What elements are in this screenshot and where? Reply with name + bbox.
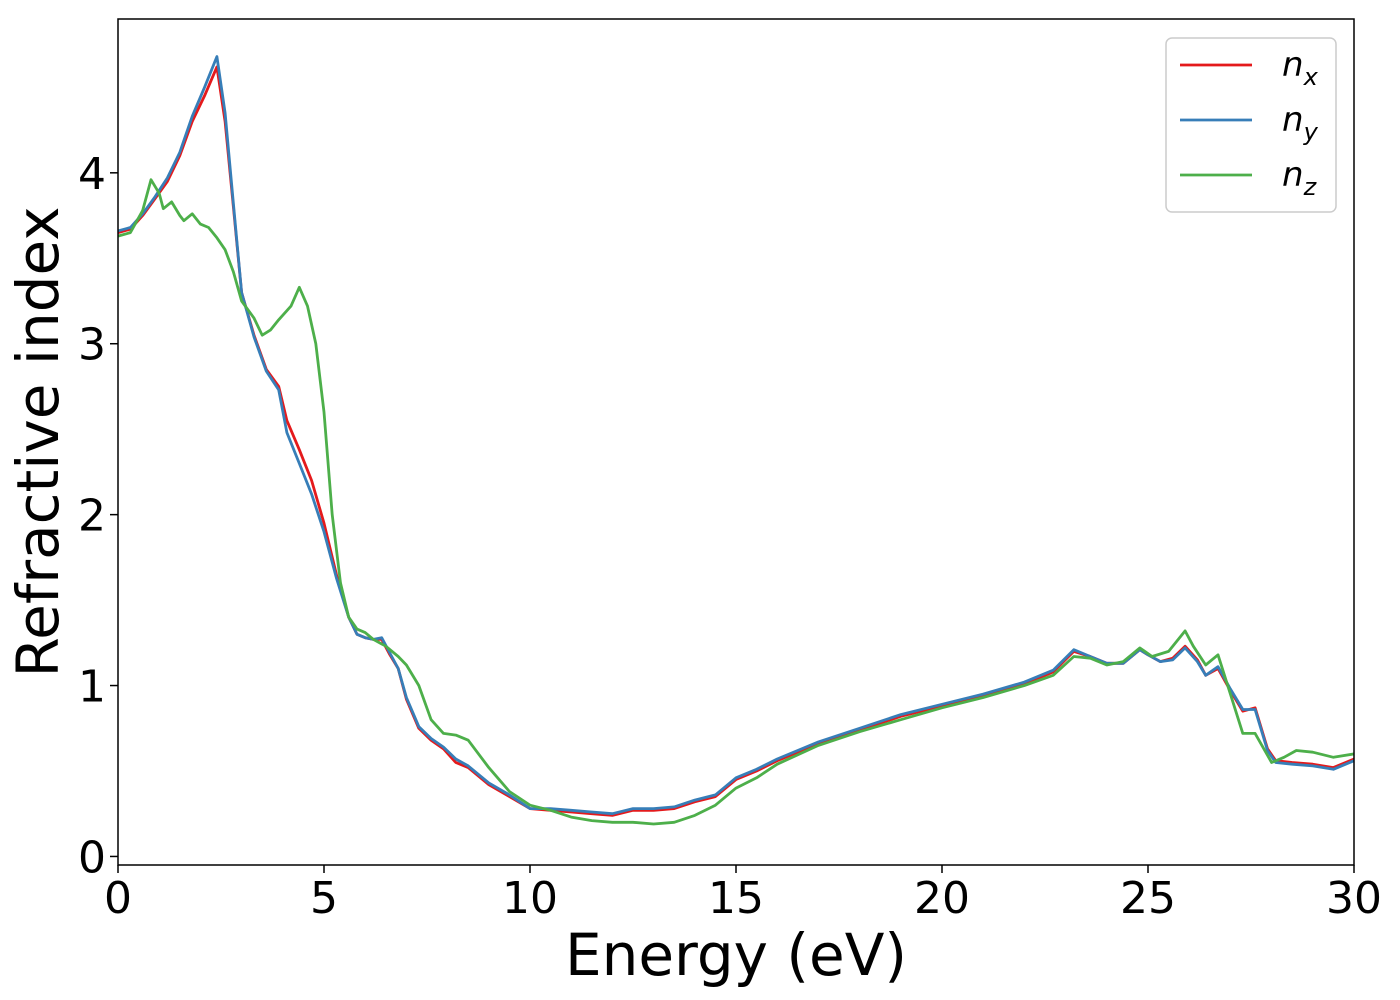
x-tick-label: 10 [502,873,558,924]
legend-label-z: nz [1282,155,1318,201]
x-tick-label: 15 [708,873,764,924]
y-tick-label: 2 [78,491,106,542]
series-layer [118,55,1354,826]
y-tick-label: 4 [78,149,106,200]
x-tick-label: 5 [310,873,338,924]
legend-box [1165,37,1337,213]
x-tick-label: 25 [1120,873,1176,924]
y-tick-label: 3 [78,320,106,371]
legend-label-x: nx [1282,45,1319,91]
series-line-z [118,178,1354,826]
y-tick-label: 0 [78,832,106,883]
x-tick-label: 0 [104,873,132,924]
legend-label-y: ny [1282,100,1319,146]
x-tick-label: 30 [1326,873,1382,924]
y-tick-label: 1 [78,662,106,713]
ticks-layer: 0 5 10 15 20 25 30 0 1 2 3 4 [78,149,1382,924]
y-axis-title: Refractive index [4,206,72,677]
x-tick-label: 20 [914,873,970,924]
x-axis-title: Energy (eV) [565,921,907,989]
series-line-y [118,55,1354,816]
legend: nx ny nz [1165,37,1337,213]
